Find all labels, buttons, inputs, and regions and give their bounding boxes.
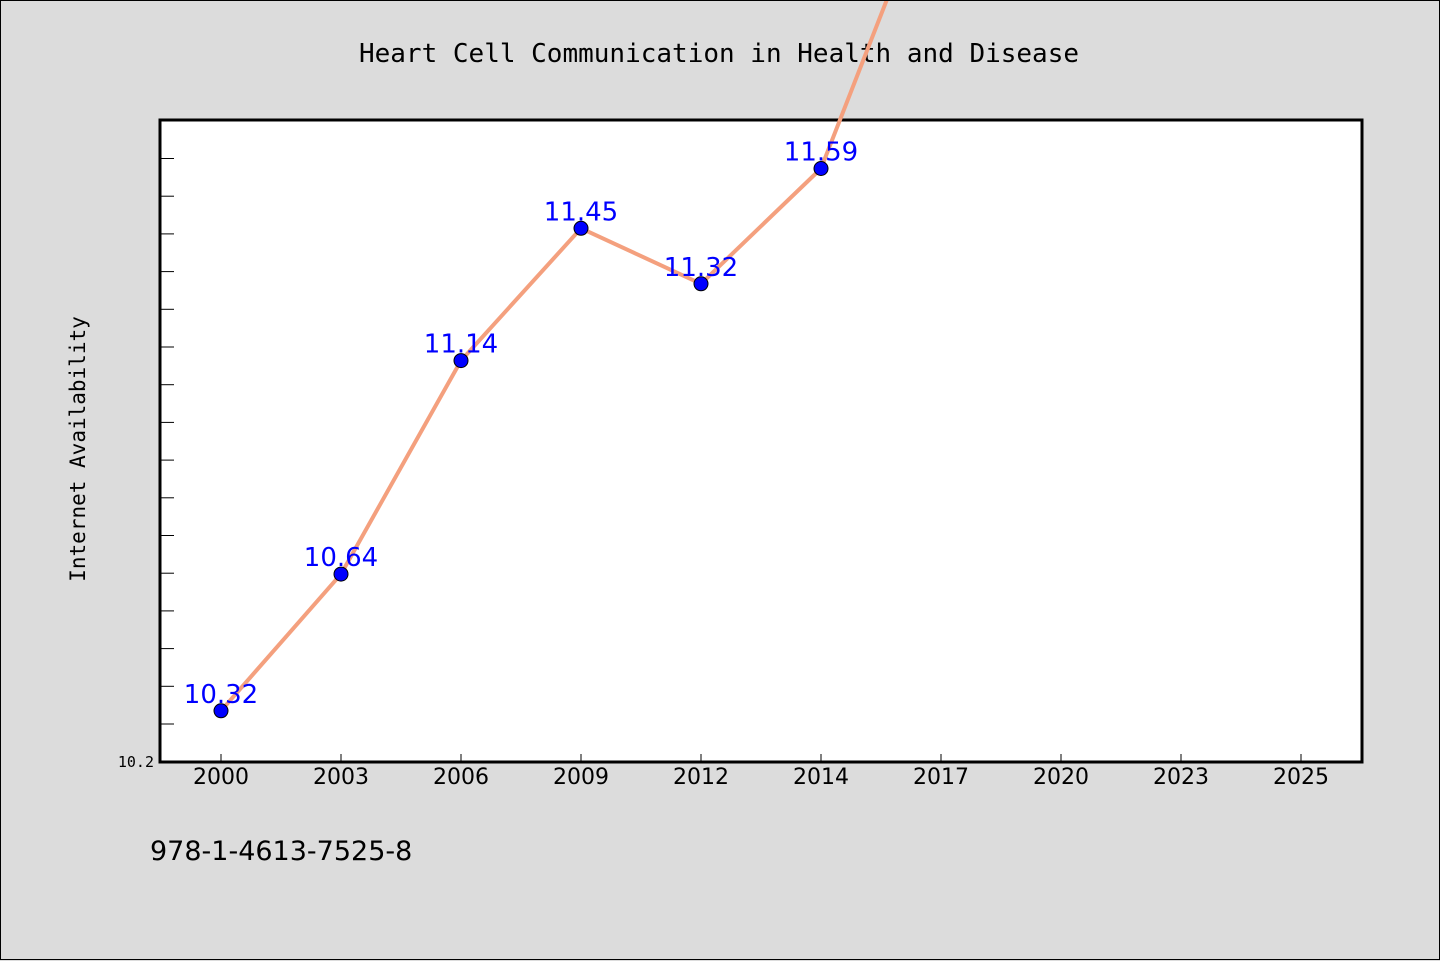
data-point xyxy=(813,161,829,176)
x-axis-ticks: 2000 2003 2006 2009 2012 2014 2017 2020 2023 2025 xyxy=(193,754,1329,790)
x-tick-label: 2017 xyxy=(913,765,969,790)
x-tick-label: 2020 xyxy=(1033,765,1089,790)
x-tick-label: 2014 xyxy=(793,765,849,790)
x-tick-label: 2023 xyxy=(1153,765,1209,790)
x-tick-label: 2006 xyxy=(433,765,489,790)
x-tick-label: 2025 xyxy=(1273,765,1329,790)
x-tick-label: 2012 xyxy=(673,765,729,790)
series-line xyxy=(219,1,889,713)
x-tick-label: 2000 xyxy=(193,765,249,790)
data-point xyxy=(573,220,589,236)
data-point xyxy=(693,276,709,292)
x-tick-label: 2003 xyxy=(313,765,369,790)
data-point xyxy=(333,566,349,582)
y-tick-label: 10.2 xyxy=(118,753,154,771)
series-layer: 10.3210.6411.1411.4511.3211.5912.3112.72… xyxy=(184,1,889,719)
x-tick-label: 2009 xyxy=(553,765,609,790)
data-point xyxy=(213,703,229,719)
plot-area xyxy=(158,118,1364,764)
footer-isbn: 978-1-4613-7525-8 xyxy=(150,836,413,867)
data-point xyxy=(453,353,469,369)
chart-title: Heart Cell Communication in Health and D… xyxy=(359,39,1079,69)
y-axis-label: Internet Availability xyxy=(66,316,90,582)
y-minor-ticks xyxy=(160,158,174,725)
